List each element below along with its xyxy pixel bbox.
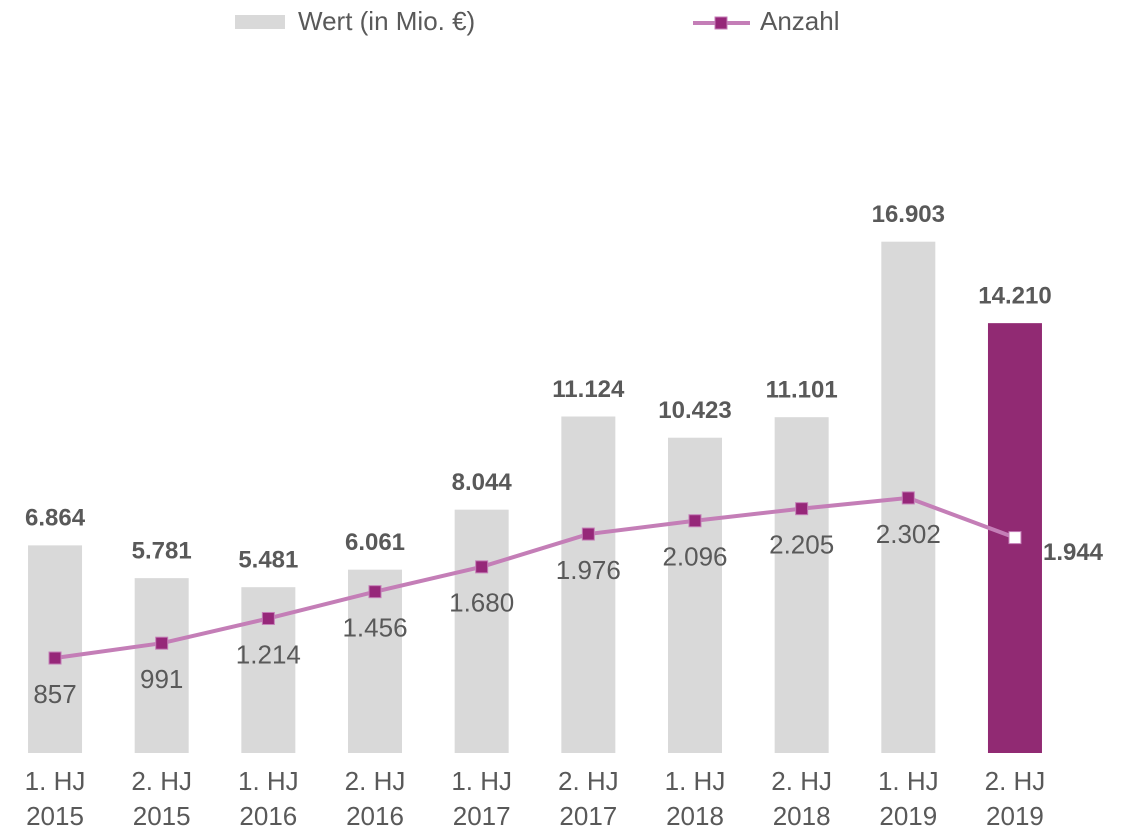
bar-value-label: 14.210	[978, 282, 1051, 309]
line-marker	[368, 585, 382, 599]
line-value-label: 2.096	[662, 542, 727, 572]
line-marker	[688, 514, 702, 528]
bar	[348, 569, 403, 753]
bar	[561, 416, 616, 753]
x-tick-label: 2015	[26, 801, 84, 831]
x-tick-label: 1. HJ	[238, 766, 299, 796]
line-marker	[48, 651, 62, 665]
line-value-label: 1.214	[236, 639, 301, 669]
line-value-label: 1.944	[1043, 539, 1104, 566]
x-tick-label: 2015	[133, 801, 191, 831]
bar-value-label: 8.044	[452, 469, 513, 496]
bar-value-label: 10.423	[658, 397, 731, 424]
x-tick-label: 2016	[346, 801, 404, 831]
legend-label: Wert (in Mio. €)	[298, 6, 475, 36]
line-value-label: 1.976	[556, 555, 621, 585]
x-tick-label: 2018	[773, 801, 831, 831]
x-tick-label: 2. HJ	[345, 766, 406, 796]
legend-label: Anzahl	[760, 6, 840, 36]
x-tick-label: 2017	[453, 801, 511, 831]
legend-swatch	[235, 15, 285, 29]
x-tick-label: 2. HJ	[985, 766, 1046, 796]
line-value-label: 1.680	[449, 588, 514, 618]
bar	[774, 417, 829, 753]
bar	[454, 509, 509, 753]
bar	[28, 545, 83, 753]
line-marker	[1008, 531, 1022, 545]
line-value-label: 2.302	[876, 519, 941, 549]
x-tick-label: 2016	[239, 801, 297, 831]
x-tick-label: 2. HJ	[558, 766, 619, 796]
x-tick-label: 1. HJ	[451, 766, 512, 796]
line-marker	[795, 502, 809, 516]
line-marker	[901, 491, 915, 505]
line-marker	[581, 527, 595, 541]
x-tick-label: 2019	[986, 801, 1044, 831]
line-value-label: 857	[33, 679, 76, 709]
line-marker	[261, 611, 275, 625]
bar-value-label: 5.481	[238, 547, 298, 574]
x-tick-label: 2017	[559, 801, 617, 831]
bar-value-label: 16.903	[872, 201, 945, 228]
x-tick-label: 1. HJ	[665, 766, 726, 796]
bar-value-label: 6.061	[345, 529, 405, 556]
legend-marker	[714, 16, 728, 30]
line-marker	[155, 636, 169, 650]
bar-value-label: 6.864	[25, 505, 86, 532]
x-tick-label: 2. HJ	[131, 766, 192, 796]
x-tick-label: 1. HJ	[25, 766, 86, 796]
line-value-label: 2.205	[769, 530, 834, 560]
bar-value-label: 5.781	[132, 537, 192, 564]
line-marker	[475, 560, 489, 574]
line-value-label: 1.456	[342, 613, 407, 643]
bar-value-label: 11.101	[766, 377, 838, 404]
x-tick-label: 1. HJ	[878, 766, 939, 796]
line-value-label: 991	[140, 664, 183, 694]
x-tick-label: 2019	[879, 801, 937, 831]
x-tick-label: 2018	[666, 801, 724, 831]
x-tick-label: 2. HJ	[771, 766, 832, 796]
bar	[134, 578, 189, 753]
line	[54, 495, 1016, 661]
bar	[667, 437, 722, 753]
bar-value-label: 11.124	[552, 376, 625, 403]
